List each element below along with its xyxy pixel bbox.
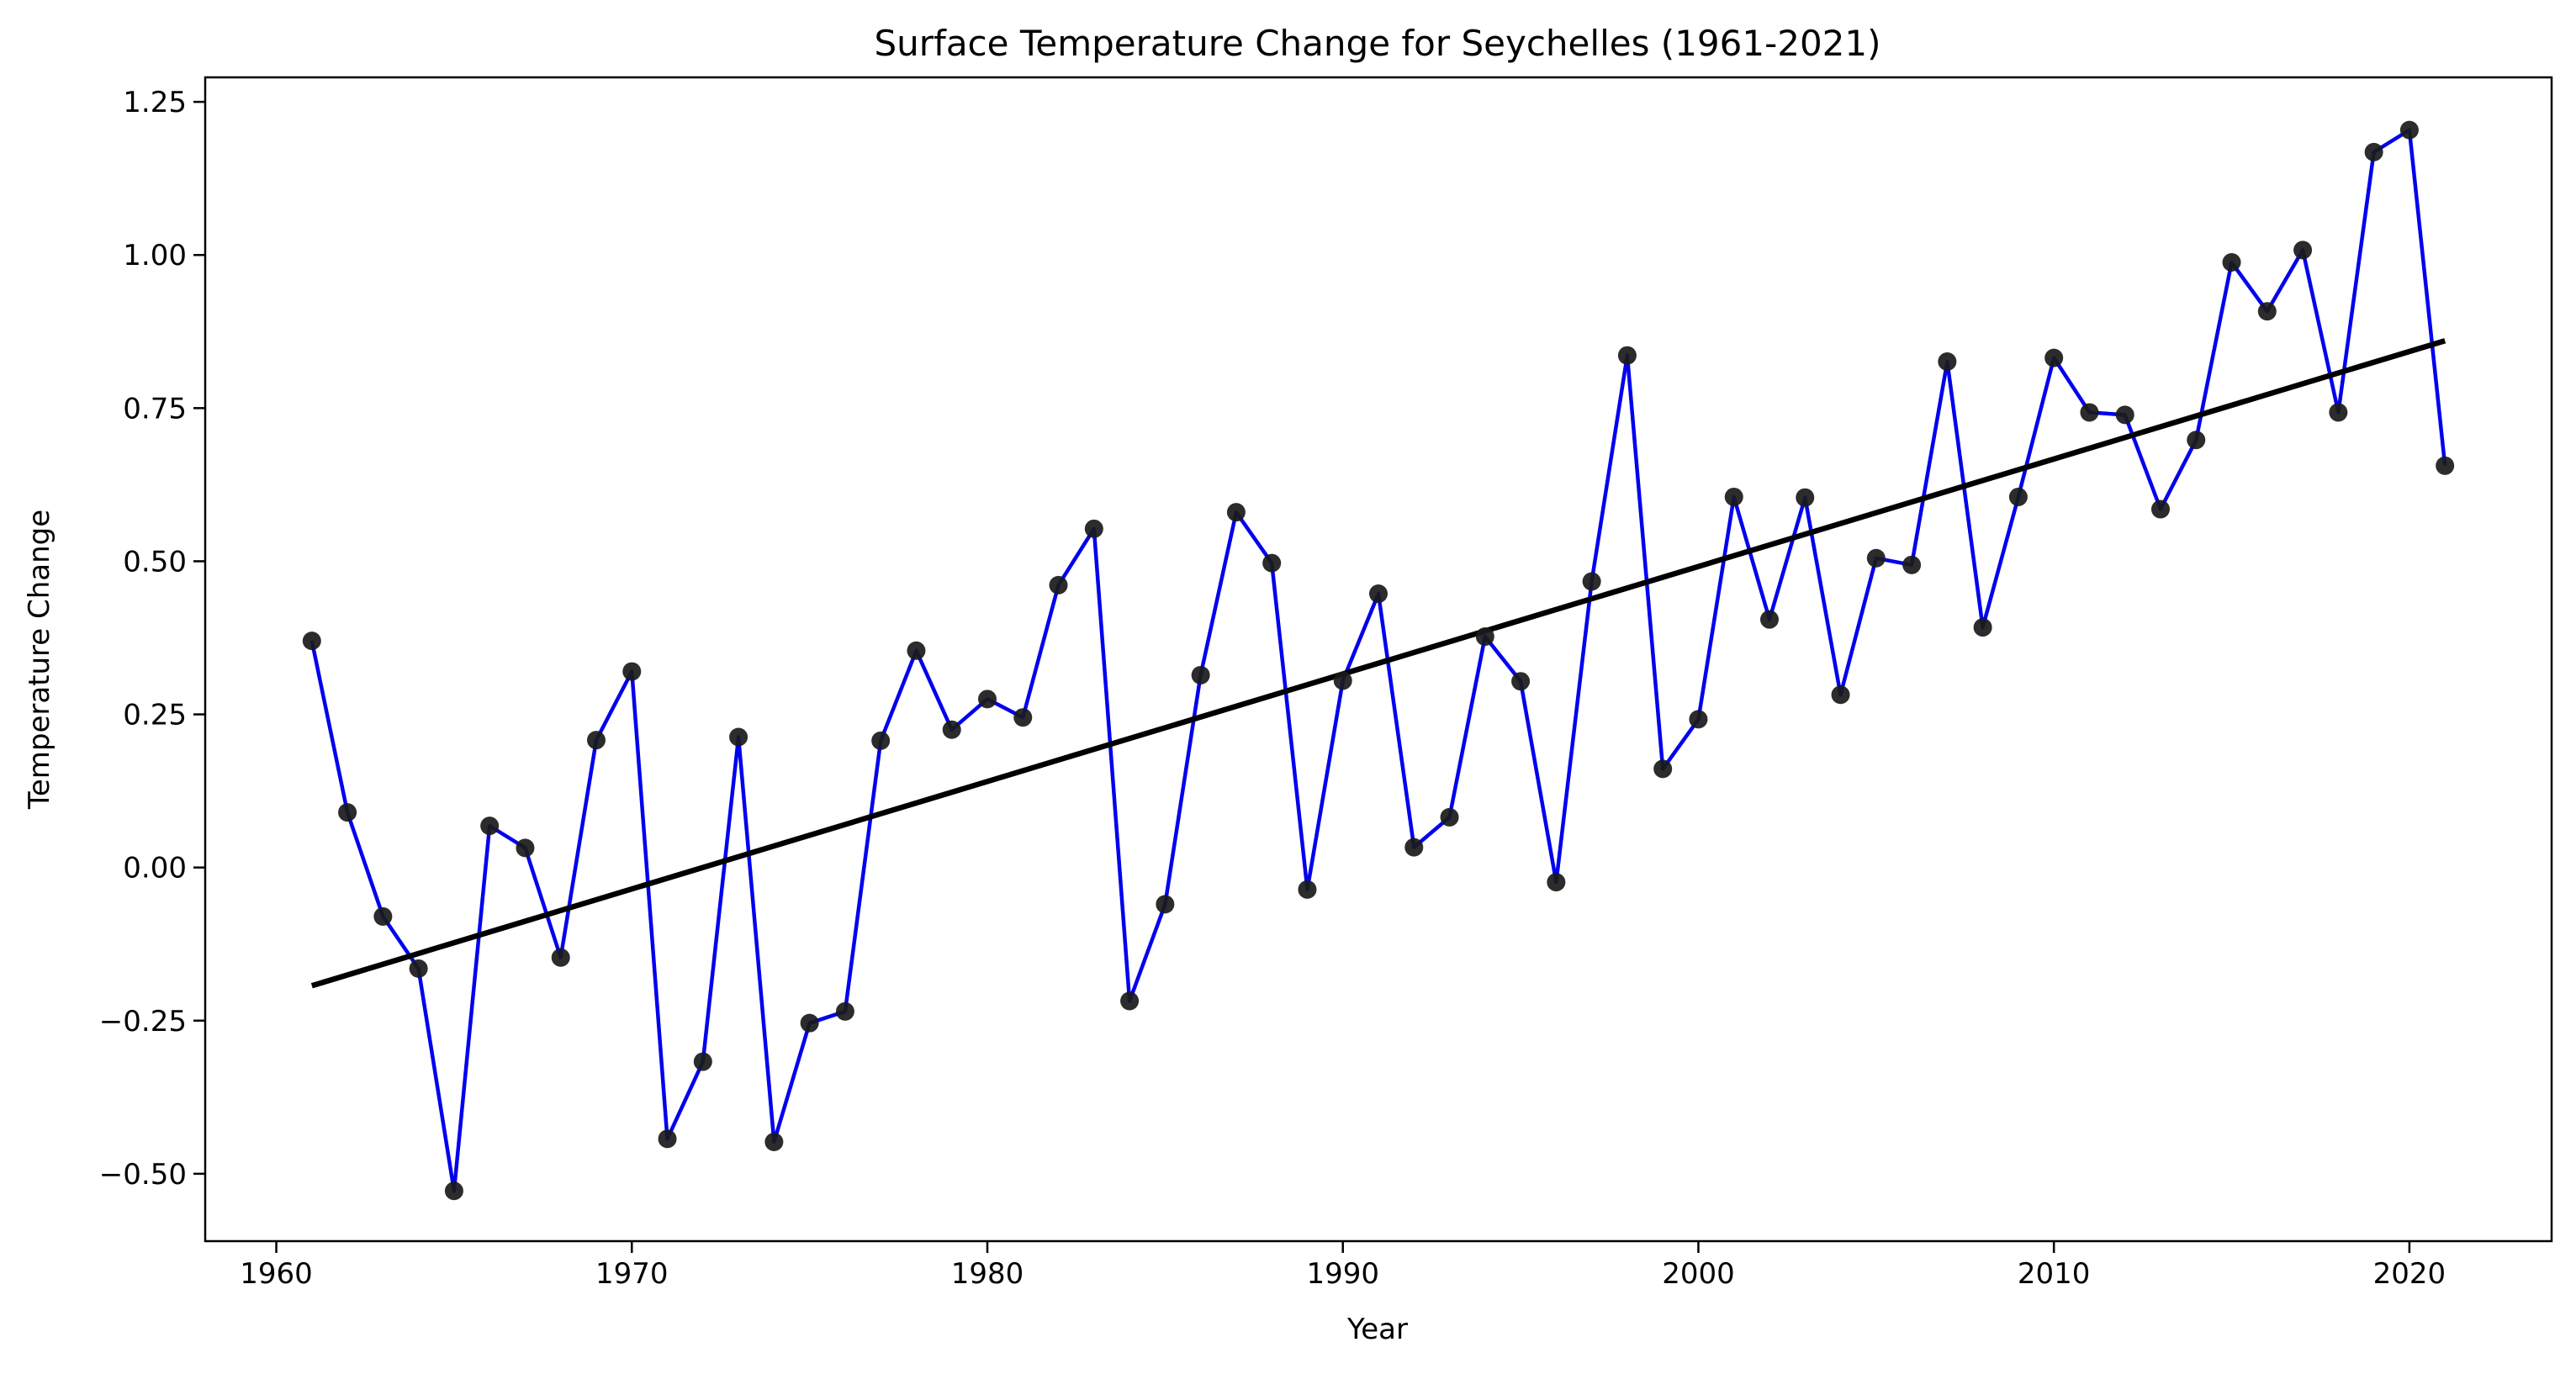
data-point xyxy=(480,816,500,836)
data-point xyxy=(942,720,961,739)
data-point xyxy=(1938,351,1957,371)
data-point xyxy=(1973,618,1992,637)
y-tick-label: 0.00 xyxy=(123,852,187,885)
data-point xyxy=(1333,671,1352,690)
data-point xyxy=(1404,838,1424,857)
y-tick-label: 1.00 xyxy=(123,239,187,272)
data-point xyxy=(1724,487,1743,506)
data-point xyxy=(1440,807,1459,827)
data-point xyxy=(764,1132,784,1151)
data-point xyxy=(1582,572,1601,591)
data-point xyxy=(1547,873,1566,892)
data-point xyxy=(2436,456,2455,475)
data-point xyxy=(2364,142,2383,161)
data-point xyxy=(302,632,321,651)
data-point xyxy=(1689,710,1708,729)
y-tick-label: 0.75 xyxy=(123,392,187,425)
data-point xyxy=(1511,672,1531,691)
data-point xyxy=(1013,708,1033,727)
x-tick-label: 1980 xyxy=(951,1257,1024,1291)
data-point xyxy=(1617,346,1637,365)
data-point xyxy=(1831,685,1850,705)
data-point xyxy=(2151,499,2170,519)
data-point xyxy=(2329,403,2348,422)
data-point xyxy=(1866,548,1886,568)
plot-area xyxy=(302,120,2455,1201)
data-point xyxy=(1262,553,1282,573)
data-point xyxy=(2399,120,2419,140)
data-point xyxy=(1084,519,1103,538)
data-point xyxy=(1226,503,1246,522)
data-point xyxy=(409,959,428,978)
data-point xyxy=(871,731,891,750)
data-point xyxy=(835,1001,854,1021)
data-point xyxy=(1475,627,1494,647)
data-point xyxy=(373,906,393,926)
axes-frame xyxy=(204,76,2553,1243)
data-point xyxy=(587,731,606,750)
data-point xyxy=(1191,665,1210,684)
data-point xyxy=(622,662,642,681)
data-point xyxy=(693,1052,712,1071)
data-point xyxy=(1120,991,1140,1011)
data-point xyxy=(1298,880,1317,899)
y-axis: −0.50 −0.25 0.00 0.25 0.50 0.75 1.00 1.25 xyxy=(99,86,205,1192)
data-point xyxy=(907,641,926,660)
data-point xyxy=(2115,405,2134,425)
y-tick-label: 0.50 xyxy=(123,545,187,579)
data-point xyxy=(2257,302,2277,321)
data-point xyxy=(800,1013,819,1033)
chart-title: Surface Temperature Change for Seychelle… xyxy=(874,23,1880,64)
x-axis-label: Year xyxy=(1346,1313,1408,1346)
x-tick-label: 1960 xyxy=(240,1257,313,1291)
y-tick-label: 1.25 xyxy=(123,86,187,119)
data-point xyxy=(1653,759,1673,779)
x-axis: 1960 1970 1980 1990 2000 2010 2020 xyxy=(240,1241,2446,1291)
data-point xyxy=(2008,487,2028,506)
data-point xyxy=(1760,610,1779,629)
data-point xyxy=(1796,488,1815,507)
trend-layer xyxy=(310,338,2446,989)
data-point xyxy=(978,690,997,709)
y-tick-label: 0.25 xyxy=(123,699,187,732)
data-point xyxy=(516,838,535,858)
y-tick-label: −0.25 xyxy=(99,1005,187,1038)
data-point xyxy=(338,803,357,822)
data-point xyxy=(2080,403,2099,422)
data-point xyxy=(658,1129,677,1149)
x-tick-label: 2020 xyxy=(2373,1257,2446,1291)
data-point xyxy=(1902,555,1922,574)
y-axis-label: Temperature Change xyxy=(23,510,56,810)
data-point xyxy=(551,948,570,967)
data-point xyxy=(2293,240,2313,260)
x-tick-label: 1970 xyxy=(595,1257,669,1291)
data-point xyxy=(2222,252,2241,272)
trend-line xyxy=(310,338,2446,989)
data-point xyxy=(1369,584,1388,604)
data-point xyxy=(1049,575,1068,595)
x-tick-label: 2010 xyxy=(2018,1257,2091,1291)
data-point xyxy=(1156,895,1175,914)
data-point xyxy=(2044,348,2064,367)
data-point xyxy=(2187,431,2206,450)
x-tick-label: 1990 xyxy=(1306,1257,1379,1291)
data-point xyxy=(444,1181,463,1201)
marker-layer xyxy=(302,120,2455,1201)
x-tick-label: 2000 xyxy=(1662,1257,1735,1291)
data-point xyxy=(729,727,748,747)
y-tick-label: −0.50 xyxy=(99,1158,187,1192)
